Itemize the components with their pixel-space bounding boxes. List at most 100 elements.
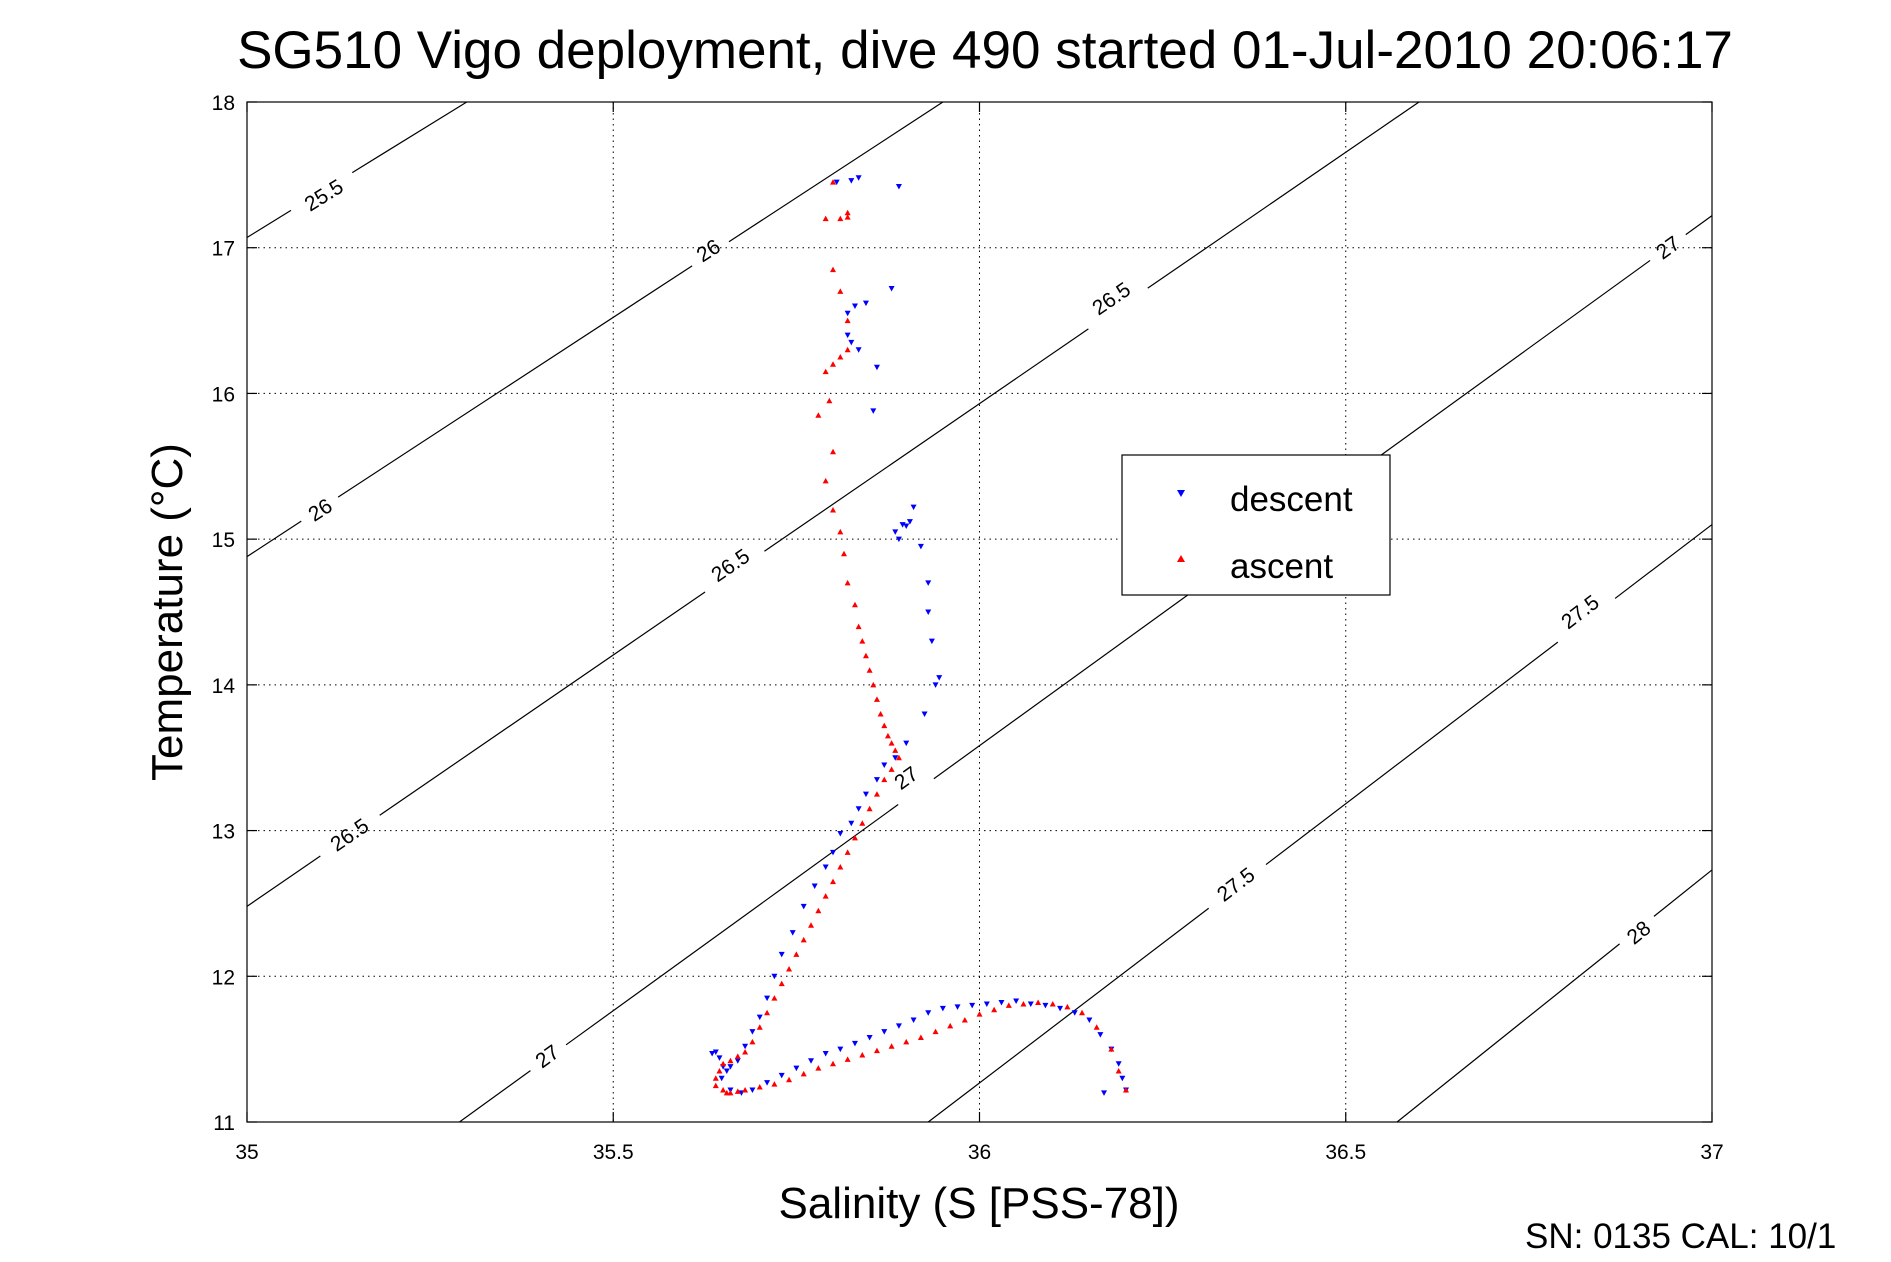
ascent-point — [1108, 1046, 1115, 1052]
ascent-point — [815, 907, 822, 914]
descent-point — [881, 762, 888, 768]
descent-point — [709, 1051, 716, 1057]
descent-point — [800, 903, 807, 910]
contour-line-26.5 — [246, 855, 321, 907]
ascent-point — [851, 601, 858, 608]
descent-point — [851, 1040, 858, 1047]
ascent-point — [830, 266, 836, 273]
x-tick-label: 35.5 — [593, 1141, 634, 1164]
ascent-point — [822, 477, 829, 484]
legend: descent ascent — [1121, 454, 1391, 596]
ascent-point — [830, 878, 836, 885]
descent-point — [855, 806, 862, 812]
ascent-point — [855, 623, 862, 630]
contour-line-27 — [1685, 215, 1713, 236]
ascent-point — [815, 412, 822, 418]
descent-point — [910, 1017, 917, 1023]
ascent-point — [844, 209, 851, 216]
descent-point — [1027, 1001, 1034, 1007]
descent-point — [899, 522, 906, 528]
descent-point — [892, 529, 899, 535]
ascent-point — [844, 849, 851, 855]
ascent-point — [881, 722, 888, 729]
ascent-point — [991, 1006, 998, 1013]
contour-line-28 — [1653, 869, 1713, 917]
ascent-point — [830, 179, 836, 185]
descent-point — [778, 1072, 785, 1079]
ascent-point — [800, 1070, 807, 1077]
ascent-point — [808, 922, 815, 928]
ascent-point — [778, 980, 785, 987]
descent-point — [873, 364, 880, 371]
ascent-point — [756, 1024, 763, 1030]
y-tick-label: 18 — [212, 92, 235, 115]
ascent-point — [800, 936, 807, 943]
descent-point — [848, 820, 855, 827]
x-tick-label: 37 — [1700, 1141, 1723, 1164]
ascent-point — [1049, 1000, 1056, 1007]
axis-ticks: 35 35.5 36 36.5 37 11 12 13 14 15 16 17 18 — [212, 92, 1724, 1164]
ascent-point — [1123, 1086, 1129, 1093]
ascent-point — [756, 1084, 763, 1090]
descent-point — [925, 580, 932, 586]
ascent-point — [815, 1065, 822, 1071]
contour-line-25.5 — [351, 101, 468, 174]
descent-point — [983, 1001, 990, 1007]
descent-point — [881, 1029, 888, 1035]
y-tick-label: 11 — [213, 1112, 235, 1135]
ascent-point — [888, 766, 895, 772]
legend-ascent-label: ascent — [1230, 547, 1333, 586]
descent-point — [855, 347, 862, 353]
ascent-point — [786, 1076, 793, 1083]
descent-point — [830, 849, 836, 856]
ascent-point — [903, 1038, 910, 1045]
ascent-point — [844, 317, 851, 324]
contour-line-27 — [565, 804, 899, 1046]
y-tick-label: 12 — [212, 966, 235, 989]
ascent-point — [793, 951, 800, 957]
descent-point — [778, 951, 785, 958]
descent-point — [925, 609, 932, 615]
descent-point — [837, 1046, 844, 1053]
descent-point — [1119, 1075, 1126, 1082]
ascent-point — [1005, 1002, 1012, 1008]
ascent-point — [1115, 1068, 1122, 1074]
ascent-point — [771, 1081, 778, 1087]
descent-point — [837, 830, 844, 837]
descent-point — [928, 638, 935, 645]
ascent-point — [881, 776, 888, 783]
ascent-point — [734, 1088, 741, 1094]
descent-point — [1086, 1017, 1093, 1023]
descent-point — [888, 286, 895, 292]
ascent-point — [749, 1038, 756, 1045]
ascent-point — [837, 215, 844, 222]
ascent-point — [727, 1057, 734, 1064]
descent-point — [895, 1023, 902, 1029]
descent-point — [822, 864, 829, 870]
ascent-point — [844, 579, 851, 586]
contour-line-25.5 — [246, 209, 292, 239]
ascent-point — [917, 1034, 924, 1040]
descent-point — [808, 1058, 815, 1064]
x-axis-label: Salinity (S [PSS-78]) — [778, 1179, 1179, 1228]
descent-point — [855, 175, 862, 181]
ascent-point — [884, 732, 891, 739]
ascent-point — [830, 507, 836, 513]
descent-point — [925, 1010, 932, 1016]
descent-point — [1013, 998, 1020, 1005]
ascent-point — [947, 1022, 954, 1029]
descent-point — [844, 332, 851, 339]
ascent-point — [830, 448, 836, 455]
descent-point — [870, 408, 877, 414]
descent-point — [903, 740, 910, 747]
ascent-point — [837, 864, 844, 870]
ascent-point — [873, 1047, 880, 1054]
ascent-point — [866, 805, 873, 812]
descent-point — [723, 1068, 730, 1074]
ascent-point — [720, 1086, 727, 1093]
contour-line-28 — [1396, 943, 1620, 1123]
ascent-point — [870, 681, 877, 688]
ascent-point — [844, 346, 851, 353]
